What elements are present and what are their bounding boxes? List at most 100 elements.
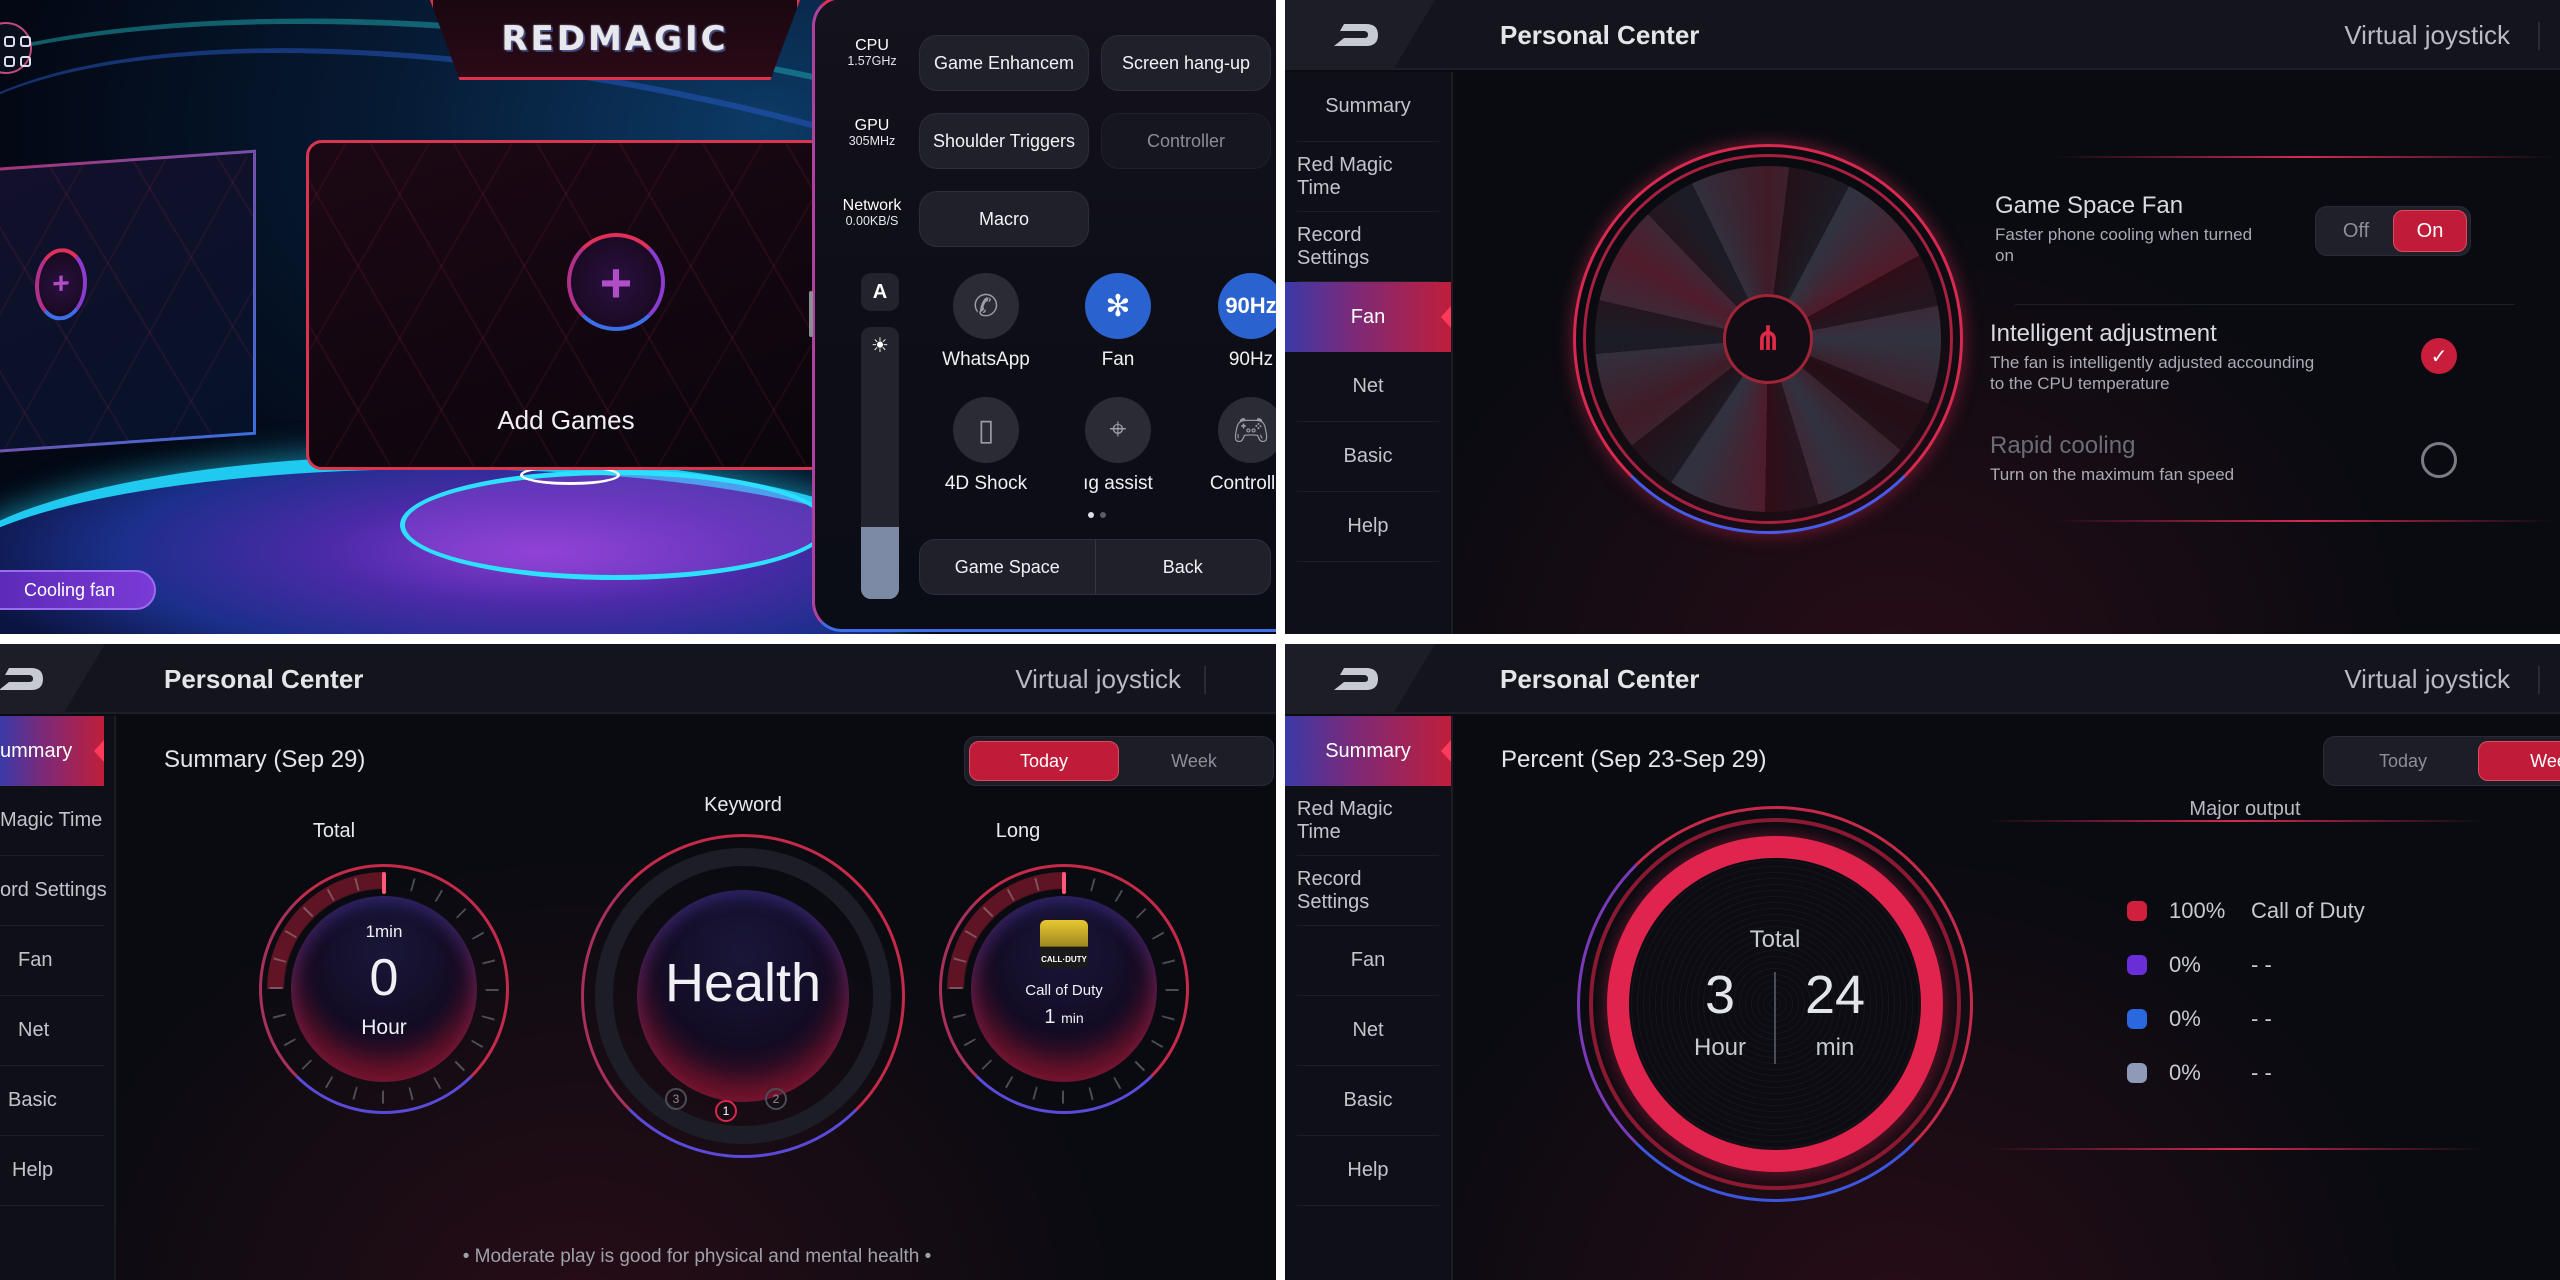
legend-row: 0% - - <box>2127 952 2272 978</box>
long-gauge: CALL·DUTY Call of Duty 1 min <box>939 864 1189 1114</box>
decorative-line <box>2055 156 2555 158</box>
percent-main-content: Percent (Sep 23-Sep 29) Today Week Total… <box>1455 716 2560 1280</box>
add-game-plus-icon[interactable]: + <box>567 233 665 331</box>
sidebar-item-red-magic-time[interactable]: Magic Time <box>0 786 104 856</box>
screen-hang-up-button[interactable]: Screen hang-up <box>1101 35 1271 91</box>
game-space-fan-toggle[interactable]: Off On <box>2315 206 2471 256</box>
auto-brightness-button[interactable]: A <box>861 273 899 311</box>
sidebar-item-net[interactable]: Net <box>1297 996 1439 1066</box>
keyword-page-1[interactable]: 1 <box>715 1100 737 1122</box>
fan-inner-ring <box>1583 154 1953 524</box>
long-game-name: Call of Duty <box>1025 982 1103 999</box>
back-tab[interactable] <box>1285 0 1435 70</box>
sidebar-item-basic[interactable]: Basic <box>0 1066 104 1136</box>
add-games-card[interactable]: + Add Games <box>306 140 826 470</box>
legend-row: 100% Call of Duty <box>2127 898 2365 924</box>
tile-label: 4D Shock <box>944 473 1028 494</box>
game-icon-wrap: CALL·DUTY <box>939 920 1189 968</box>
back-tab[interactable] <box>1285 644 1435 714</box>
tile-controller[interactable]: 🎮︎ Controller <box>1196 397 1276 495</box>
range-week[interactable]: Week <box>1171 750 1217 771</box>
rapid-cooling-option[interactable]: Rapid cooling Turn on the maximum fan sp… <box>1990 432 2510 485</box>
keyword-label: Keyword <box>704 794 782 816</box>
keyword-page-2[interactable]: 2 <box>765 1088 787 1110</box>
health-tip: • Moderate play is good for physical and… <box>462 1246 932 1267</box>
shoulder-triggers-button[interactable]: Shoulder Triggers <box>919 113 1089 169</box>
tile-fan[interactable]: ✻ Fan <box>1063 273 1173 371</box>
sidebar-item-help[interactable]: Help <box>1297 492 1439 562</box>
keyword-page-3[interactable]: 3 <box>665 1088 687 1110</box>
sidebar-item-record-settings[interactable]: Record Settings <box>1297 856 1439 926</box>
sidebar-item-summary[interactable]: ummary <box>0 716 104 786</box>
virtual-joystick-link[interactable]: Virtual joystick <box>1015 664 1181 694</box>
range-week[interactable]: Week <box>2478 741 2560 781</box>
sidebar-item-fan[interactable]: Fan <box>0 926 104 996</box>
sidebar-item-summary[interactable]: Summary <box>1297 72 1439 142</box>
sidebar-item-fan[interactable]: Fan <box>1285 282 1451 352</box>
page-dot[interactable] <box>1100 512 1106 518</box>
option-desc: The fan is intelligently adjusted accoun… <box>1990 353 2315 394</box>
legend-swatch-red <box>2127 901 2147 921</box>
sidebar-item-basic[interactable]: Basic <box>1297 1066 1439 1136</box>
sidebar-item-summary[interactable]: Summary <box>1285 716 1451 786</box>
tile-label: ıg assist <box>1083 473 1153 494</box>
minutes-unit: min <box>1815 1034 1855 1061</box>
tile-aiming-assist[interactable]: ⌖ ıg assist <box>1063 397 1173 495</box>
range-toggle[interactable]: Today Week <box>964 736 1274 786</box>
gauge-core <box>637 890 849 1102</box>
legend-percent: 0% <box>2169 1060 2201 1085</box>
toggle-on[interactable]: On <box>2393 210 2467 252</box>
gpu-stat: GPU 305MHz <box>837 117 907 148</box>
option-title: Intelligent adjustment <box>1990 320 2217 347</box>
sidebar-item-fan[interactable]: Fan <box>1297 926 1439 996</box>
rapid-cooling-radio[interactable] <box>2421 442 2457 478</box>
apps-grid-button[interactable] <box>0 22 32 74</box>
grid-icon <box>4 56 15 67</box>
cpu-stat: CPU 1.57GHz <box>837 37 907 68</box>
sidebar-item-help[interactable]: Help <box>1297 1136 1439 1206</box>
intelligent-adjustment-checkbox[interactable]: ✓ <box>2421 338 2457 374</box>
tile-90hz[interactable]: 90Hz 90Hz <box>1196 273 1276 371</box>
sidebar-item-net[interactable]: Net <box>0 996 104 1066</box>
long-value: 1 <box>1044 1006 1056 1028</box>
sidebar-item-net[interactable]: Net <box>1297 352 1439 422</box>
option-desc: Faster phone cooling when turned on <box>1995 225 2253 266</box>
cooling-fan-label: Cooling fan <box>24 579 116 600</box>
panel-drag-handle[interactable] <box>809 291 813 337</box>
sidebar-item-red-magic-time[interactable]: Red Magic Time <box>1297 142 1439 212</box>
controller-button-disabled[interactable]: Controller <box>1101 113 1271 169</box>
legend-name: - - <box>2251 1060 2272 1085</box>
legend-swatch-blue <box>2127 1009 2147 1029</box>
summary-heading: Summary (Sep 29) <box>164 746 366 773</box>
back-logo-icon <box>0 668 43 690</box>
back-button[interactable]: Back <box>1094 540 1271 594</box>
game-space-panel: REDMAGIC + + Add Games Cooling fan CPU 1… <box>0 0 1276 634</box>
toggle-off[interactable]: Off <box>2342 219 2370 242</box>
summary-week-panel: Personal Center Virtual joystick Summary… <box>1285 644 2560 1280</box>
sidebar-item-basic[interactable]: Basic <box>1297 422 1439 492</box>
hours-unit: Hour <box>1693 1034 1747 1061</box>
sidebar-item-help[interactable]: Help <box>0 1136 104 1206</box>
tile-whatsapp[interactable]: ✆ WhatsApp <box>931 273 1041 371</box>
sidebar-item-record-settings[interactable]: Record Settings <box>1297 212 1439 282</box>
back-tab[interactable] <box>0 644 105 714</box>
virtual-joystick-link[interactable]: Virtual joystick <box>2344 20 2510 50</box>
game-space-button[interactable]: Game Space <box>920 540 1095 594</box>
header-bar: Personal Center Virtual joystick <box>1285 0 2560 70</box>
range-today[interactable]: Today <box>2378 750 2428 771</box>
tile-4d-shock[interactable]: ▯ 4D Shock <box>931 397 1041 495</box>
intelligent-adjustment-option[interactable]: Intelligent adjustment The fan is intell… <box>1990 320 2510 395</box>
page-dot-active[interactable] <box>1088 512 1094 518</box>
range-today[interactable]: Today <box>969 741 1119 781</box>
game-slot-card-side[interactable]: + <box>0 149 256 456</box>
game-enhancement-button[interactable]: Game Enhancem <box>919 35 1089 91</box>
macro-button[interactable]: Macro <box>919 191 1089 247</box>
legend-percent: 0% <box>2169 1006 2201 1031</box>
sidebar-item-record-settings[interactable]: ord Settings <box>0 856 107 926</box>
sidebar-item-red-magic-time[interactable]: Red Magic Time <box>1297 786 1439 856</box>
brightness-slider[interactable]: ☀ <box>861 327 899 599</box>
range-toggle[interactable]: Today Week <box>2323 736 2560 786</box>
hex-pattern <box>309 143 823 467</box>
virtual-joystick-link[interactable]: Virtual joystick <box>2344 664 2510 694</box>
cooling-fan-badge[interactable]: Cooling fan <box>0 570 156 610</box>
